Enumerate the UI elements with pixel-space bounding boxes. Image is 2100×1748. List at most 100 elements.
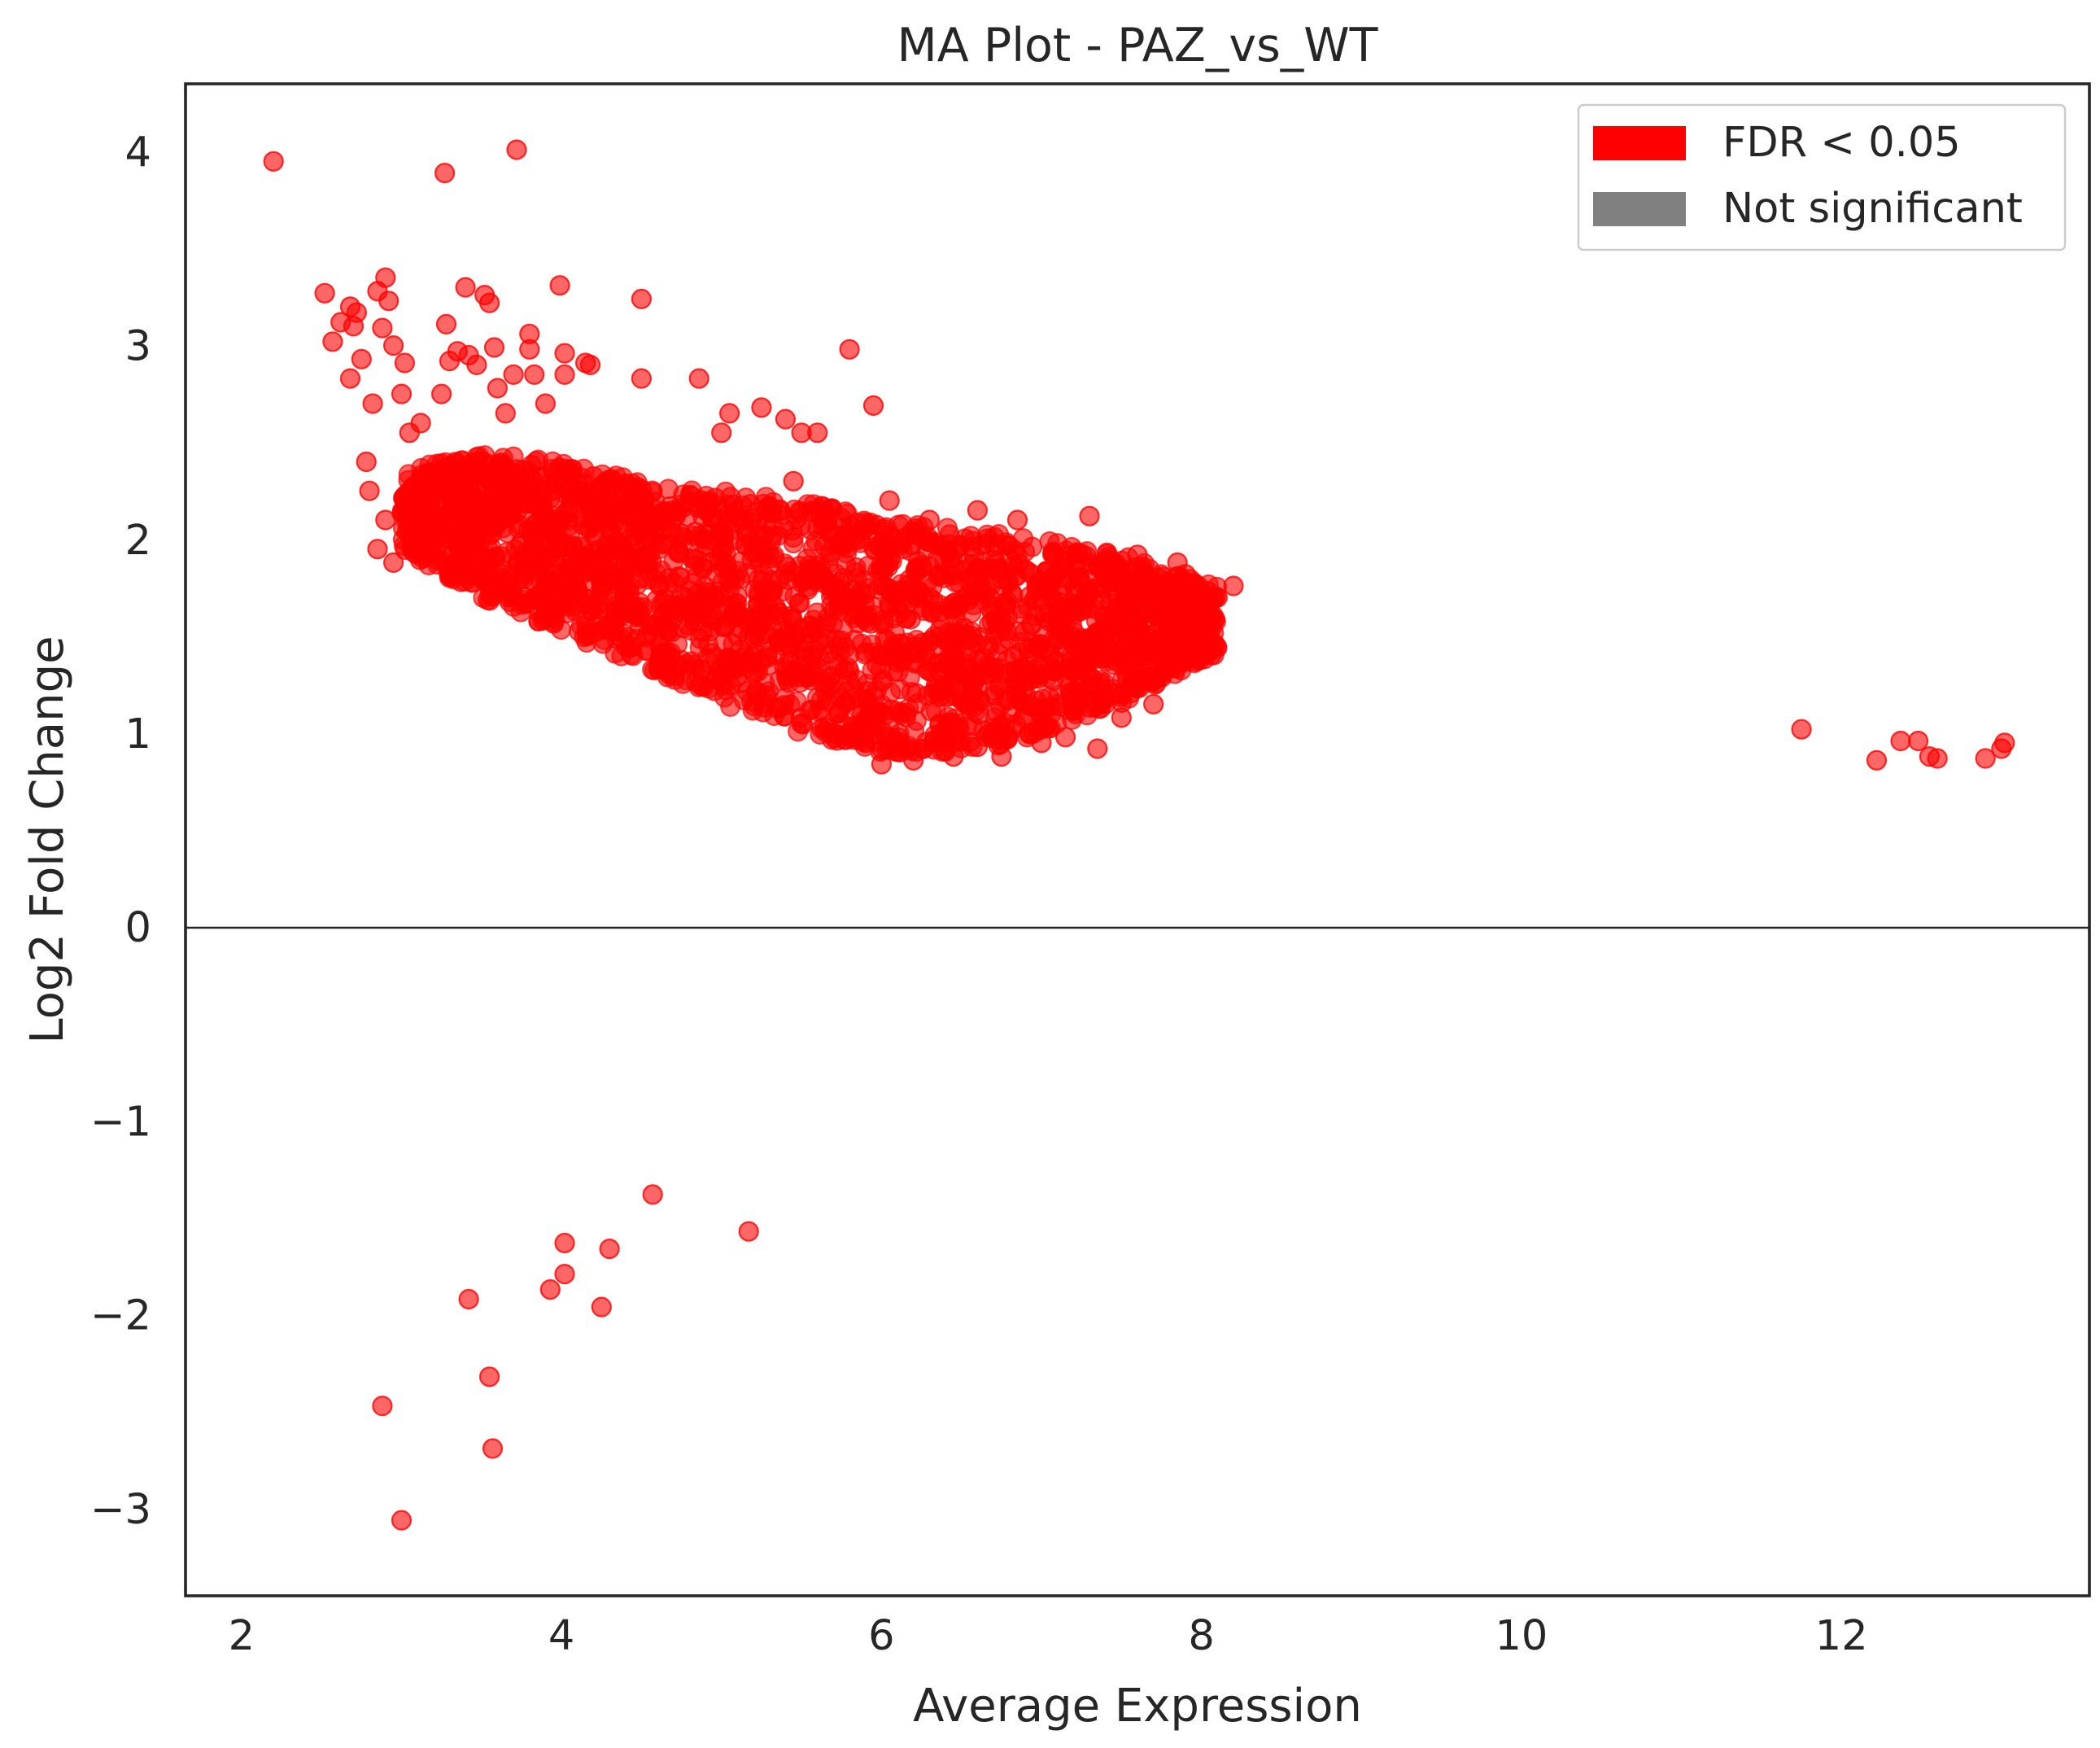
data-point-significant — [819, 643, 840, 664]
data-point-significant — [625, 544, 646, 565]
data-point-significant — [434, 475, 455, 496]
data-point-significant — [408, 517, 428, 538]
data-point-significant — [988, 643, 1009, 664]
data-point-significant — [873, 521, 894, 542]
data-point-significant — [710, 520, 731, 541]
data-point — [539, 1278, 561, 1300]
data-point-significant — [812, 565, 833, 586]
data-point-significant — [490, 468, 511, 489]
data-point-significant — [462, 572, 483, 593]
data-point-significant — [758, 555, 779, 576]
data-point — [1079, 505, 1100, 527]
data-point — [554, 1232, 575, 1254]
data-point — [263, 151, 284, 172]
data-point-significant — [463, 491, 484, 512]
data-point-significant — [944, 708, 965, 729]
data-point-significant — [528, 610, 549, 631]
data-point-significant — [398, 464, 419, 485]
data-point-significant — [533, 479, 553, 500]
legend-label-not-significant: Not significant — [1722, 185, 2023, 233]
data-point-significant — [443, 527, 464, 548]
y-tick-labels: −3 −2 −1 0 1 2 3 4 — [90, 129, 151, 1533]
data-point-significant — [963, 568, 984, 589]
data-point-significant — [650, 505, 671, 526]
data-point-significant — [491, 498, 513, 518]
data-point-significant — [890, 535, 911, 556]
data-point-significant — [898, 697, 919, 719]
data-point — [751, 397, 772, 418]
data-point-significant — [733, 689, 754, 710]
data-point-significant — [1094, 671, 1115, 693]
data-point-significant — [978, 723, 999, 745]
data-point-significant — [893, 513, 914, 535]
data-point-significant — [788, 593, 810, 614]
data-point-significant — [958, 667, 980, 688]
data-point-significant — [889, 644, 910, 665]
data-point-significant — [465, 510, 486, 531]
y-tick-label: 1 — [125, 710, 151, 758]
data-point-significant — [503, 446, 524, 467]
data-point — [1143, 693, 1164, 714]
x-tick-label: 8 — [1188, 1612, 1214, 1660]
data-point-significant — [1021, 615, 1042, 636]
data-point-significant — [1164, 663, 1185, 684]
data-point — [482, 1438, 504, 1459]
data-point-significant — [756, 684, 777, 706]
data-point — [434, 163, 456, 184]
data-point-significant — [507, 480, 528, 501]
data-point — [506, 139, 527, 160]
data-point-significant — [1173, 590, 1194, 611]
data-point — [346, 302, 367, 323]
data-point — [495, 403, 516, 424]
data-point-significant — [846, 512, 867, 533]
data-point — [519, 339, 540, 360]
data-point-significant — [871, 671, 893, 693]
data-point-significant — [804, 621, 825, 642]
data-point — [871, 754, 893, 775]
data-point-significant — [996, 532, 1017, 553]
data-point-significant — [801, 699, 823, 720]
data-point — [967, 736, 989, 758]
data-point — [919, 509, 941, 531]
data-point-significant — [829, 572, 850, 592]
data-point-significant — [1060, 593, 1081, 614]
data-point — [314, 282, 335, 304]
plot-frame — [184, 82, 2091, 1597]
chart-title: MA Plot - PAZ_vs_WT — [897, 19, 1378, 72]
x-tick-label: 6 — [868, 1612, 894, 1660]
y-tick-label: −1 — [90, 1098, 151, 1146]
data-point-significant — [467, 539, 488, 560]
legend: FDR < 0.05 Not significant — [1577, 103, 2067, 251]
data-point — [862, 395, 884, 416]
data-point-significant — [513, 569, 535, 589]
data-point-significant — [596, 615, 617, 636]
x-axis-title: Average Expression — [913, 1680, 1362, 1733]
data-point-significant — [737, 650, 758, 671]
data-point — [378, 291, 399, 312]
data-point-significant — [1159, 610, 1181, 631]
plot-background — [186, 84, 2089, 1596]
data-point-significant — [779, 694, 801, 715]
data-point-significant — [622, 636, 643, 657]
data-point — [1791, 719, 1812, 740]
y-tick-label: 2 — [125, 517, 151, 565]
data-point-significant — [569, 621, 589, 642]
data-point-significant — [1124, 588, 1146, 610]
data-point-significant — [1128, 644, 1149, 665]
data-point-significant — [919, 661, 940, 682]
data-point — [783, 470, 804, 492]
data-point-significant — [465, 457, 487, 479]
data-point-significant — [1032, 688, 1053, 710]
data-point-significant — [491, 578, 512, 599]
data-point-significant — [913, 587, 934, 608]
data-point — [1031, 732, 1052, 754]
data-point-significant — [544, 511, 565, 532]
data-point-significant — [1108, 568, 1129, 589]
data-point — [1207, 587, 1228, 608]
data-point-significant — [807, 657, 828, 678]
data-point-significant — [769, 670, 790, 691]
data-point-significant — [834, 659, 855, 680]
data-point — [1994, 732, 2015, 754]
data-point — [554, 343, 575, 364]
data-point-significant — [768, 525, 789, 546]
